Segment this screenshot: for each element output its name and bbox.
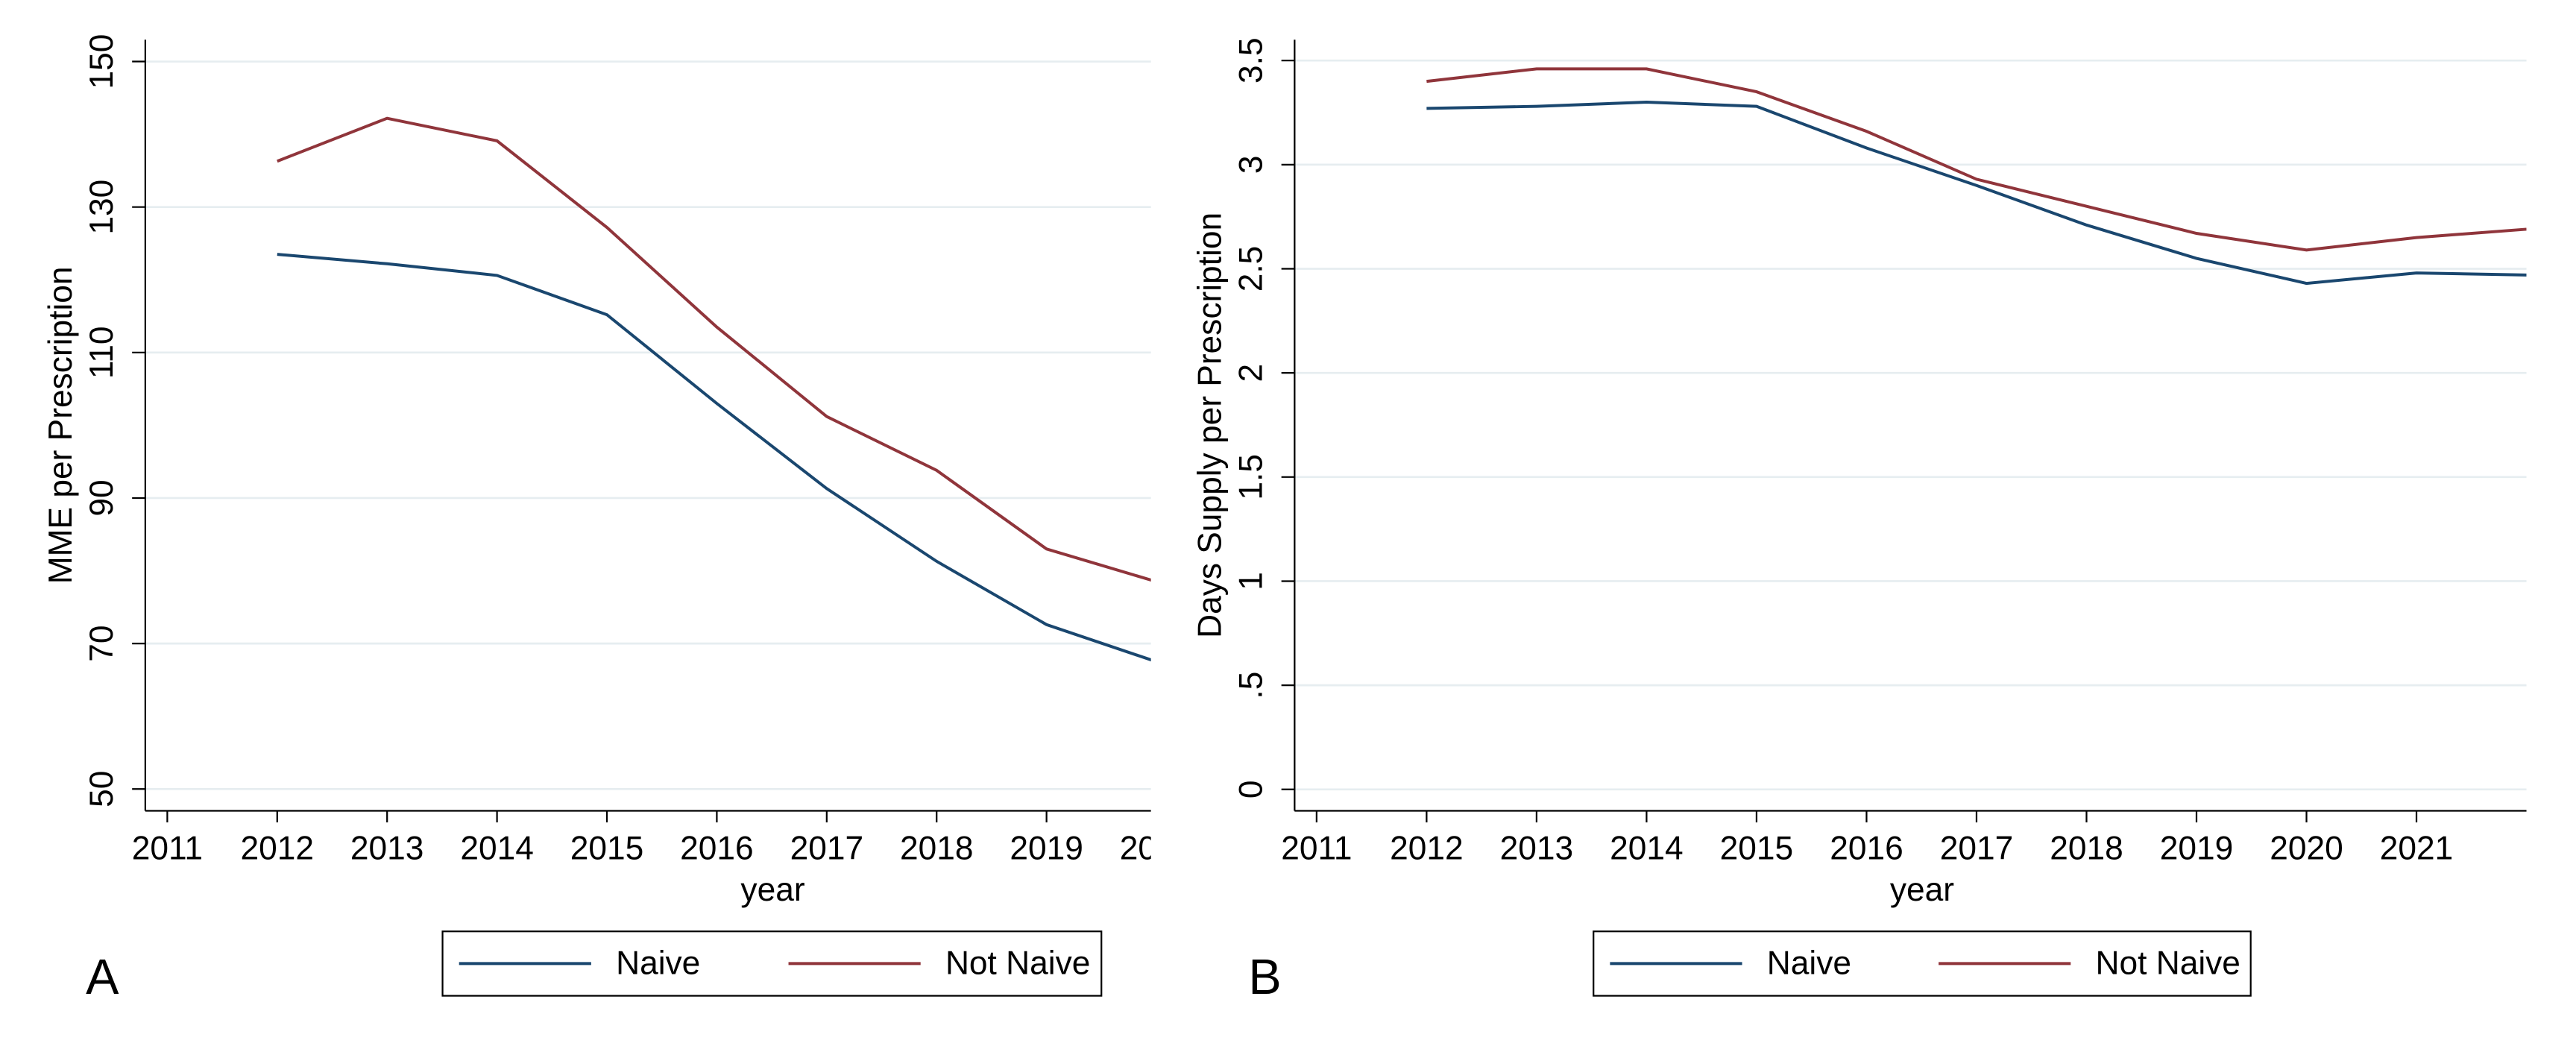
x-axis-label: year	[1890, 872, 1954, 908]
y-tick-label: 0	[1233, 780, 1270, 799]
x-tick-label: 2016	[680, 830, 754, 866]
x-tick-label: 2017	[790, 830, 864, 866]
lines	[277, 116, 1151, 662]
y-tick-label: 70	[84, 625, 120, 661]
x-ticks: 2011 2012 2013 2014 2015 2016 2017 2018 2019 2020	[132, 810, 1194, 866]
panel-label: B	[1248, 950, 1281, 1005]
x-tick-label: 2017	[1940, 830, 2014, 866]
y-tick-label: 150	[84, 34, 120, 89]
x-tick-label: 2013	[350, 830, 424, 866]
y-tick-label: 2.5	[1233, 246, 1270, 292]
series-line	[1426, 101, 2527, 286]
y-tick-label: 50	[84, 771, 120, 807]
y-tick-label: 130	[84, 180, 120, 235]
x-tick-label: 2019	[2160, 830, 2234, 866]
y-tick-label: 90	[84, 479, 120, 516]
y-tick-label: 3	[1233, 156, 1270, 174]
x-tick-label: 2015	[570, 830, 644, 866]
y-tick-label: 1.5	[1233, 454, 1270, 500]
x-tick-label: 2019	[1010, 830, 1083, 866]
x-tick-label: 2018	[2050, 830, 2123, 866]
x-ticks: 2011 2012 2013 2014 2015 2016 2017 2018 2019 2020…	[1281, 810, 2454, 866]
y-tick-label: 110	[84, 327, 120, 379]
legend-label: Not Naive	[2096, 945, 2240, 981]
panel-label: A	[86, 950, 119, 1005]
x-tick-label: 2014	[460, 830, 534, 866]
y-axis-label: Days Supply per Prescription	[1191, 212, 1228, 638]
x-tick-label: 2014	[1610, 830, 1684, 866]
x-axis-label: year	[740, 872, 804, 908]
series-line	[277, 253, 1151, 662]
y-axis-label: MME per Prescription	[42, 267, 79, 585]
x-tick-label: 2016	[1830, 830, 1903, 866]
x-tick-label: 2012	[1390, 830, 1464, 866]
lines	[1426, 67, 2527, 286]
x-tick-label: 2011	[1281, 830, 1352, 866]
x-tick-label: 2015	[1720, 830, 1794, 866]
y-tick-label: 3.5	[1233, 37, 1270, 84]
x-tick-label: 2013	[1500, 830, 1574, 866]
y-tick-label: 2	[1233, 364, 1270, 382]
x-tick-label: 2011	[132, 830, 203, 866]
legend-label: Not Naive	[945, 945, 1090, 981]
legend-label: Naive	[1767, 945, 1851, 981]
series-line	[1426, 67, 2527, 252]
y-tick-label: 1	[1233, 572, 1270, 590]
x-tick-label: 2012	[241, 830, 315, 866]
x-tick-label: 2018	[900, 830, 974, 866]
legend-label: Naive	[616, 945, 700, 981]
x-tick-label: 2020	[1120, 830, 1194, 866]
series-line	[277, 116, 1151, 582]
y-tick-label: .5	[1233, 672, 1270, 699]
x-tick-label: 2020	[2270, 830, 2343, 866]
x-tick-label: 2021	[2380, 830, 2454, 866]
